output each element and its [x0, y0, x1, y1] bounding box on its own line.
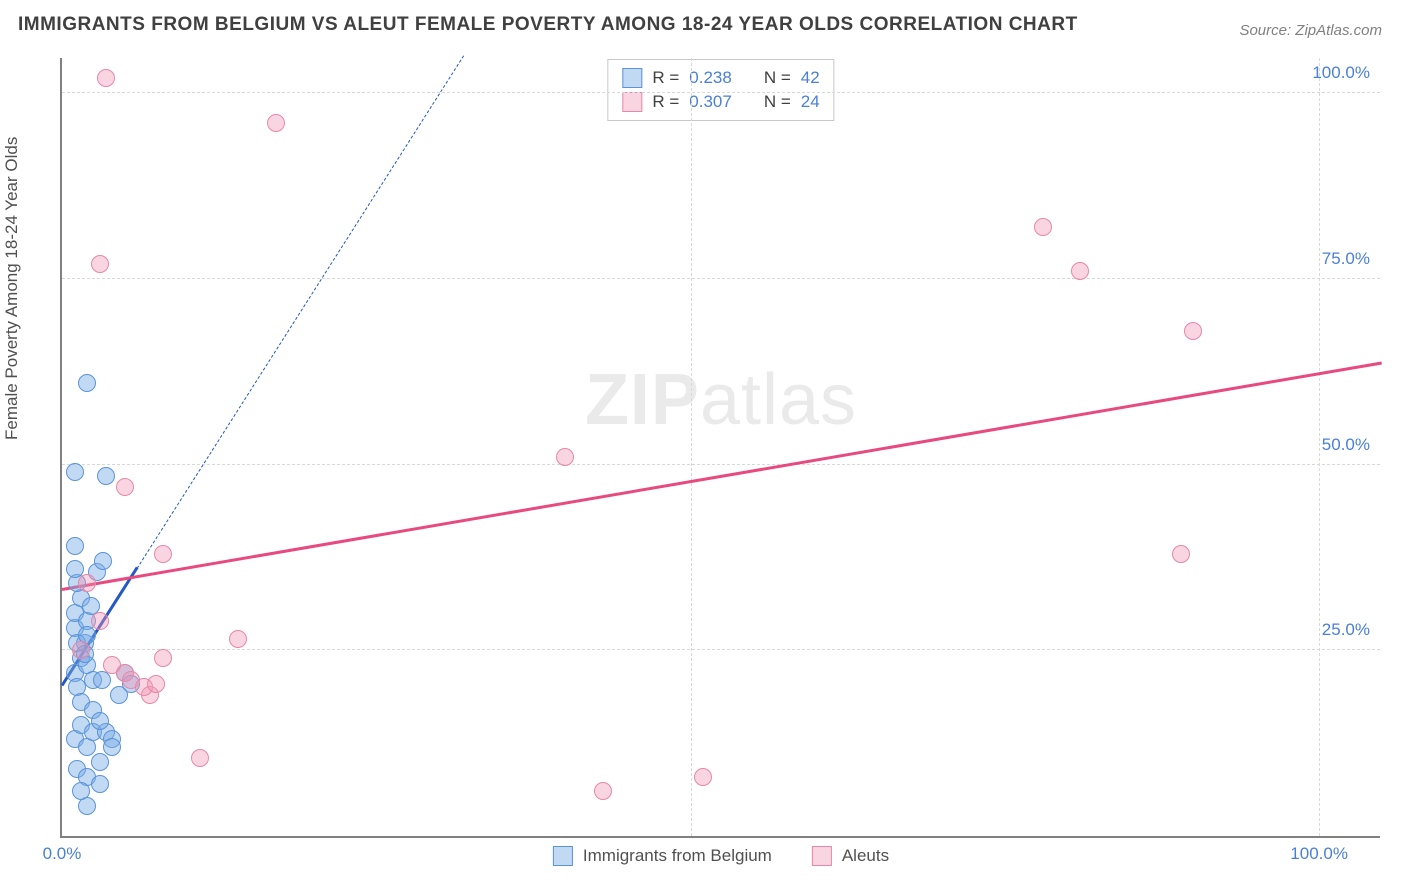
data-point — [66, 560, 84, 578]
legend-item: Immigrants from Belgium — [553, 846, 772, 866]
source-credit: Source: ZipAtlas.com — [1239, 22, 1382, 39]
trend-line — [137, 55, 465, 569]
data-point — [116, 478, 134, 496]
data-point — [694, 768, 712, 786]
r-label: R = — [652, 68, 679, 88]
n-label: N = — [764, 92, 791, 112]
legend-swatch — [553, 846, 573, 866]
data-point — [191, 749, 209, 767]
data-point — [91, 612, 109, 630]
legend-swatch — [622, 68, 642, 88]
data-point — [103, 656, 121, 674]
data-point — [594, 782, 612, 800]
data-point — [91, 753, 109, 771]
data-point — [91, 775, 109, 793]
gridline-horizontal — [62, 649, 1380, 650]
data-point — [103, 738, 121, 756]
data-point — [91, 712, 109, 730]
data-point — [1184, 322, 1202, 340]
gridline-horizontal — [62, 278, 1380, 279]
x-tick-label: 100.0% — [1290, 844, 1348, 864]
y-tick-label: 100.0% — [1312, 63, 1370, 83]
data-point — [154, 649, 172, 667]
legend-row: R = 0.307 N = 24 — [622, 90, 819, 114]
n-label: N = — [764, 68, 791, 88]
correlation-legend: R = 0.238 N = 42 R = 0.307 N = 24 — [607, 59, 834, 121]
data-point — [78, 574, 96, 592]
legend-row: R = 0.238 N = 42 — [622, 66, 819, 90]
chart-title: IMMIGRANTS FROM BELGIUM VS ALEUT FEMALE … — [18, 14, 1078, 36]
data-point — [556, 448, 574, 466]
scatter-plot-area: ZIPatlas R =0.238N =42R =0.307N =24 Immi… — [60, 58, 1380, 838]
y-tick-label: 50.0% — [1322, 435, 1370, 455]
r-value: 0.238 — [689, 68, 732, 88]
data-point — [1034, 218, 1052, 236]
legend-item: Aleuts — [812, 846, 889, 866]
gridline-horizontal — [62, 464, 1380, 465]
y-axis-label: Female Poverty Among 18-24 Year Olds — [2, 137, 22, 440]
legend-label: Immigrants from Belgium — [583, 846, 772, 866]
gridline-horizontal — [62, 92, 1380, 93]
r-value: 0.307 — [689, 92, 732, 112]
legend-swatch — [622, 92, 642, 112]
gridline-vertical — [691, 58, 692, 836]
y-tick-label: 75.0% — [1322, 249, 1370, 269]
data-point — [72, 641, 90, 659]
legend-label: Aleuts — [842, 846, 889, 866]
data-point — [66, 463, 84, 481]
data-point — [154, 545, 172, 563]
data-point — [1071, 262, 1089, 280]
n-value: 24 — [801, 92, 820, 112]
r-label: R = — [652, 92, 679, 112]
data-point — [97, 467, 115, 485]
data-point — [229, 630, 247, 648]
y-tick-label: 25.0% — [1322, 620, 1370, 640]
x-tick-label: 0.0% — [43, 844, 82, 864]
series-legend: Immigrants from Belgium Aleuts — [553, 846, 889, 866]
data-point — [1172, 545, 1190, 563]
watermark-text: ZIPatlas — [585, 359, 857, 441]
data-point — [66, 537, 84, 555]
legend-swatch — [812, 846, 832, 866]
gridline-vertical — [1319, 58, 1320, 836]
data-point — [94, 552, 112, 570]
data-point — [91, 255, 109, 273]
data-point — [78, 374, 96, 392]
n-value: 42 — [801, 68, 820, 88]
data-point — [267, 114, 285, 132]
data-point — [97, 69, 115, 87]
data-point — [147, 675, 165, 693]
data-point — [72, 782, 90, 800]
